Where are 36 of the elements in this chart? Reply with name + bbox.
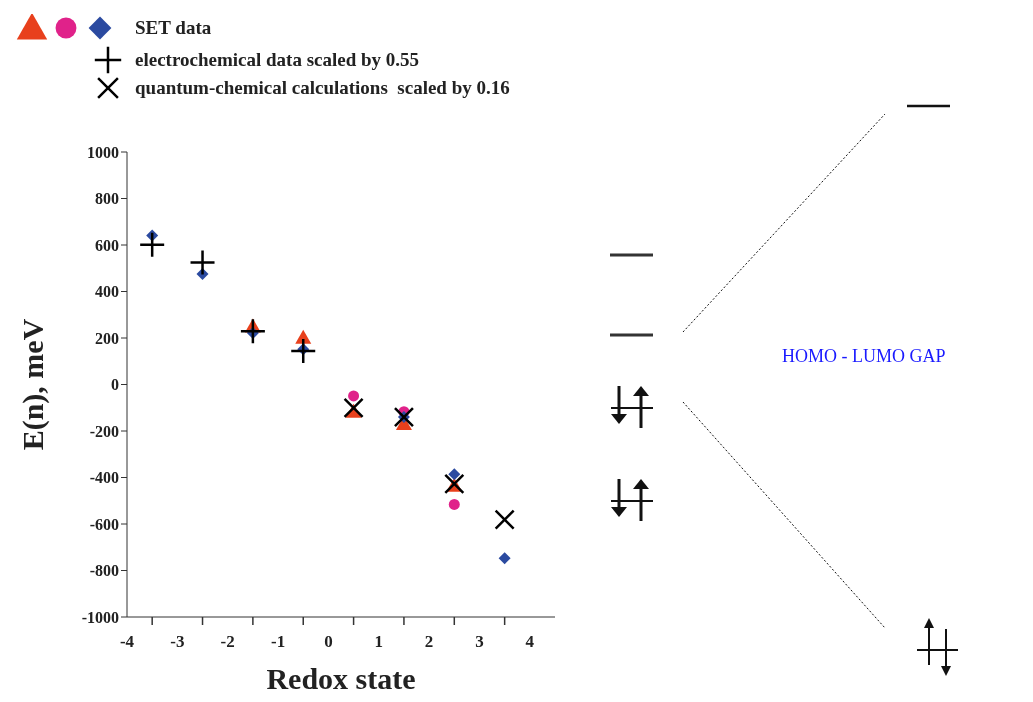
y-tick-label: 1000 bbox=[87, 143, 119, 161]
x-tick-label: -1 bbox=[270, 632, 286, 651]
x-tick-label: 4 bbox=[525, 632, 535, 651]
x-tick-label: 2 bbox=[424, 632, 434, 651]
point bbox=[448, 468, 461, 481]
legend-label: quantum-chemical calculations scaled by 0.16 bbox=[135, 77, 510, 99]
point bbox=[343, 397, 364, 419]
x-axis-title: Redox state bbox=[266, 662, 416, 695]
x-tick-label: 0 bbox=[324, 632, 333, 651]
point bbox=[393, 406, 415, 428]
legend-label: electrochemical data scaled by 0.55 bbox=[135, 49, 420, 71]
y-tick-label: -800 bbox=[89, 562, 119, 580]
point bbox=[494, 509, 515, 530]
y-tick-label: -600 bbox=[89, 515, 119, 533]
point bbox=[498, 552, 511, 565]
point bbox=[190, 250, 215, 275]
x-tick-label: -4 bbox=[119, 632, 135, 651]
y-tick-label: 400 bbox=[95, 283, 119, 301]
y-tick-label: -200 bbox=[89, 422, 119, 440]
text: HOMO - LUMO GAP bbox=[782, 346, 946, 367]
y-tick-label: 200 bbox=[95, 329, 119, 347]
point bbox=[240, 319, 265, 344]
x-tick-label: -3 bbox=[170, 632, 185, 651]
point bbox=[448, 498, 460, 510]
point bbox=[348, 390, 360, 402]
y-tick-label: 600 bbox=[95, 236, 119, 254]
y-tick-label: -400 bbox=[89, 469, 119, 487]
y-tick-label: 800 bbox=[95, 190, 119, 208]
x-tick-label: 3 bbox=[475, 632, 484, 651]
point bbox=[295, 329, 312, 344]
x-tick-label: 1 bbox=[374, 632, 384, 651]
y-tick-label: -1000 bbox=[81, 608, 119, 626]
y-tick-label: 0 bbox=[111, 376, 119, 394]
legend-label: SET data bbox=[135, 17, 212, 39]
y-axis-title: E(n), meV bbox=[15, 318, 50, 451]
x-tick-label: -2 bbox=[220, 632, 235, 651]
